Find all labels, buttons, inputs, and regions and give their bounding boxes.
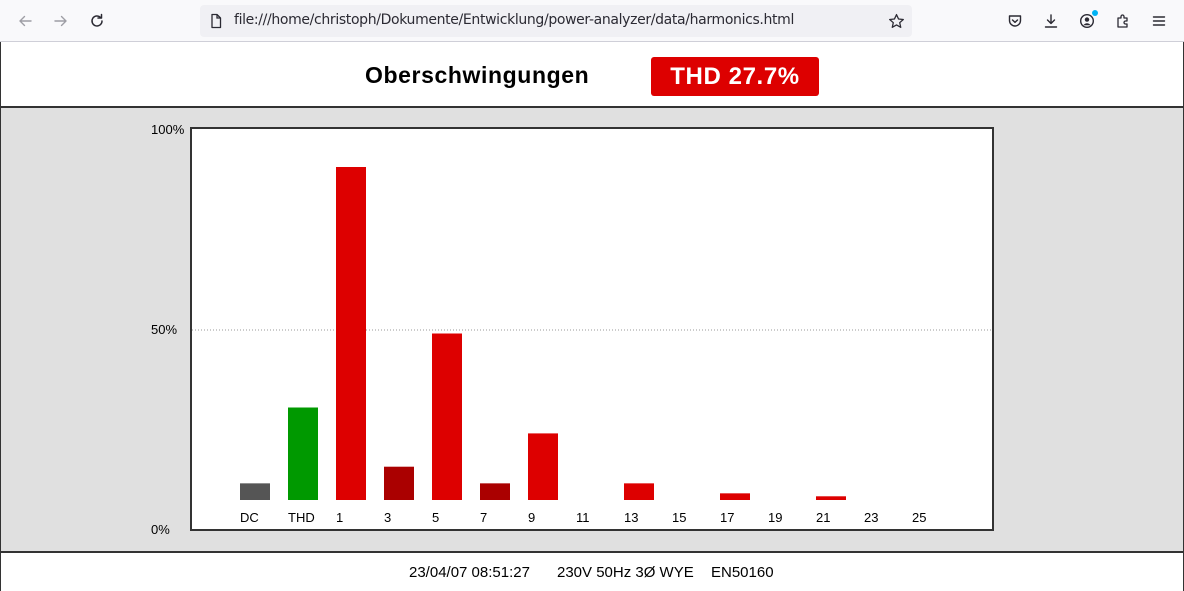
url-text[interactable]: file:///home/christoph/Dokumente/Entwick… xyxy=(234,12,794,28)
x-tick-label: 13 xyxy=(624,510,638,525)
menu-button[interactable] xyxy=(1146,8,1172,34)
y-tick-label: 100% xyxy=(151,122,185,137)
reload-button[interactable] xyxy=(84,8,110,34)
account-icon xyxy=(1079,13,1095,29)
url-bar[interactable]: file:///home/christoph/Dokumente/Entwick… xyxy=(200,5,912,37)
thd-badge: THD 27.7% xyxy=(651,57,819,96)
y-tick-label: 50% xyxy=(151,322,177,337)
bar-7 xyxy=(480,483,510,500)
bar-13 xyxy=(624,483,654,500)
extensions-button[interactable] xyxy=(1110,8,1136,34)
frame-border-left xyxy=(0,42,1,591)
bar-thd xyxy=(288,407,318,500)
system-config: 230V 50Hz 3Ø WYE xyxy=(557,564,694,581)
reload-icon xyxy=(91,13,103,27)
download-icon xyxy=(1044,14,1058,28)
back-button[interactable] xyxy=(12,8,38,34)
x-tick-label: 3 xyxy=(384,510,391,525)
bookmark-star-icon[interactable] xyxy=(886,11,906,31)
forward-arrow-icon xyxy=(54,15,67,27)
pocket-icon xyxy=(1008,15,1022,27)
x-tick-label: 15 xyxy=(672,510,686,525)
chart-area: 100% 50% 0% DC THD 1 3 5 7 9 11 13 15 17 19 21 23 25 xyxy=(1,108,1183,553)
y-tick-label: 0% xyxy=(151,522,170,537)
plot-area xyxy=(190,127,994,531)
bar-1 xyxy=(336,167,366,500)
browser-toolbar: file:///home/christoph/Dokumente/Entwick… xyxy=(0,0,1184,42)
notification-dot xyxy=(1092,10,1098,16)
x-tick-label: 9 xyxy=(528,510,535,525)
x-tick-label: 17 xyxy=(720,510,734,525)
bar-3 xyxy=(384,466,414,500)
page-icon xyxy=(211,13,222,29)
bar-21 xyxy=(816,496,846,500)
x-tick-label: 21 xyxy=(816,510,830,525)
back-arrow-icon xyxy=(19,15,32,27)
bar-17 xyxy=(720,493,750,500)
pocket-button[interactable] xyxy=(1002,8,1028,34)
x-tick-label: THD xyxy=(288,510,315,525)
harmonics-chart: 100%50%0%DC THD 1 3 5 7 9 11 13 15 17 19 21 23 25 xyxy=(151,122,994,537)
x-tick-label: 23 xyxy=(864,510,878,525)
account-button[interactable] xyxy=(1074,8,1100,34)
x-tick-label: DC xyxy=(240,510,259,525)
x-tick-label: 5 xyxy=(432,510,439,525)
bar-9 xyxy=(528,433,558,500)
x-tick-label: 7 xyxy=(480,510,487,525)
extensions-icon xyxy=(1117,14,1128,28)
downloads-button[interactable] xyxy=(1038,8,1064,34)
x-tick-label: 19 xyxy=(768,510,782,525)
page-title: Oberschwingungen xyxy=(365,62,590,88)
page-header xyxy=(1,42,1183,108)
timestamp: 23/04/07 08:51:27 xyxy=(409,564,530,581)
bar-5 xyxy=(432,333,462,500)
x-tick-label: 25 xyxy=(912,510,926,525)
x-tick-label: 1 xyxy=(336,510,343,525)
bar-dc xyxy=(240,483,270,500)
x-tick-label: 11 xyxy=(576,510,590,525)
menu-icon xyxy=(1152,16,1166,26)
standard: EN50160 xyxy=(711,564,774,581)
status-footer: 23/04/07 08:51:27 230V 50Hz 3Ø WYE EN501… xyxy=(1,553,1183,591)
forward-button[interactable] xyxy=(48,8,74,34)
